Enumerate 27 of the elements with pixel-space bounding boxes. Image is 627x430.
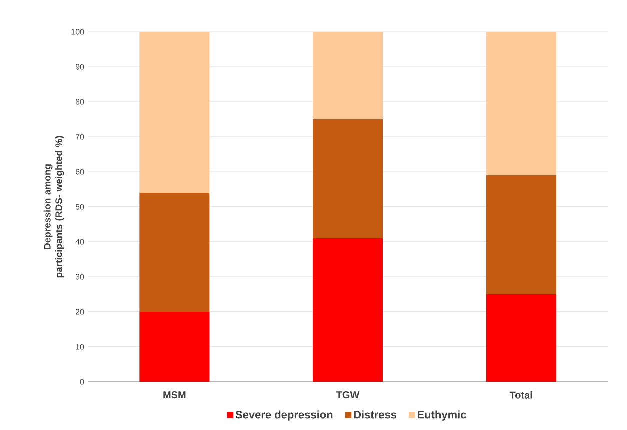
bar — [486, 32, 556, 176]
legend-label: Euthymic — [418, 410, 466, 421]
bar — [140, 32, 210, 193]
bar — [313, 238, 383, 382]
y-tick-label: 70 — [76, 134, 84, 140]
legend-label: Distress — [354, 410, 397, 419]
x-tick-label: TGW — [336, 392, 360, 399]
y-tick-label: 20 — [76, 309, 84, 315]
x-tick-label: MSM — [164, 392, 186, 399]
y-tick-label: 60 — [76, 169, 84, 175]
y-tick-label: 40 — [76, 239, 84, 245]
y-tick-label: 100 — [72, 29, 84, 35]
y-tick-label: 10 — [76, 344, 84, 350]
bar — [486, 294, 556, 382]
y-tick-label: 30 — [76, 274, 84, 280]
y-axis-title: Depression among participants (RDS- weighted %) — [44, 136, 64, 278]
bar — [140, 312, 210, 382]
y-tick-label: 0 — [80, 379, 84, 385]
bar — [313, 119, 383, 238]
bar — [313, 32, 383, 120]
y-tick-label: 90 — [76, 64, 84, 70]
y-tick-label: 80 — [76, 99, 84, 105]
bar — [486, 175, 556, 294]
x-tick-label: Total — [510, 392, 532, 399]
y-tick-label: 50 — [76, 204, 84, 210]
legend-label: Severe depression — [236, 410, 333, 421]
bar — [140, 192, 210, 312]
